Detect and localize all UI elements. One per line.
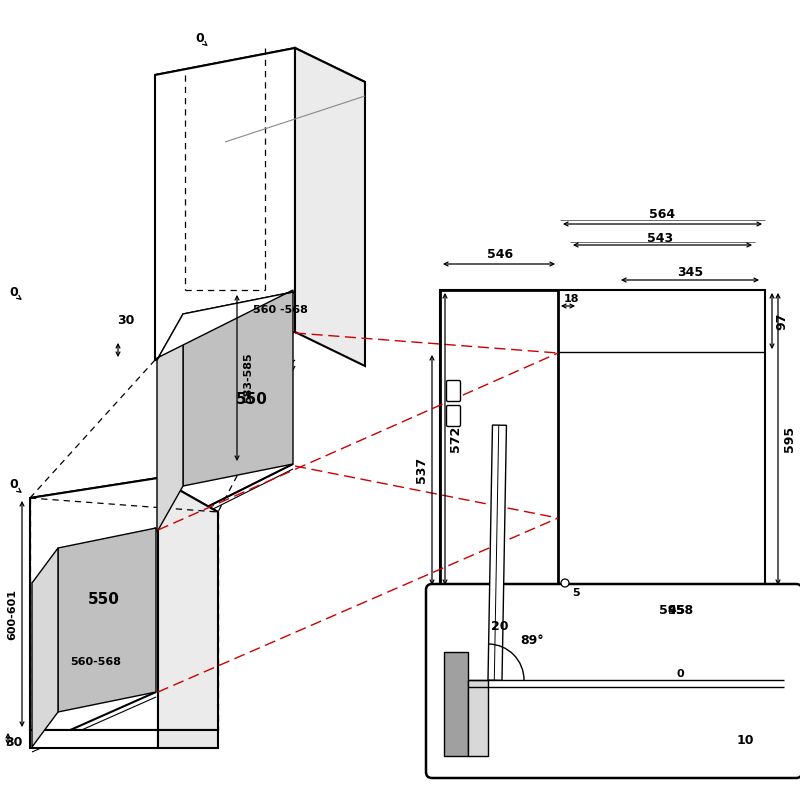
Polygon shape <box>444 652 468 756</box>
Polygon shape <box>30 478 218 512</box>
Polygon shape <box>488 425 506 680</box>
Polygon shape <box>157 290 293 360</box>
Circle shape <box>561 579 569 587</box>
Text: 0: 0 <box>196 31 204 45</box>
Text: 97: 97 <box>775 312 789 330</box>
Text: 546: 546 <box>487 249 513 262</box>
Polygon shape <box>295 48 365 366</box>
Text: 550: 550 <box>88 593 120 607</box>
Text: 564: 564 <box>649 207 675 221</box>
Polygon shape <box>158 730 218 748</box>
Polygon shape <box>58 528 156 712</box>
Polygon shape <box>468 680 488 756</box>
Polygon shape <box>155 48 295 360</box>
Polygon shape <box>440 290 765 588</box>
Text: 543: 543 <box>647 231 673 245</box>
Polygon shape <box>30 730 158 748</box>
Text: 0: 0 <box>676 669 684 679</box>
Text: 345: 345 <box>677 266 703 279</box>
Text: 0: 0 <box>10 286 18 298</box>
Text: 550: 550 <box>236 393 268 407</box>
Polygon shape <box>440 290 558 588</box>
Text: 537: 537 <box>415 457 429 483</box>
Text: 560 -568: 560 -568 <box>253 305 307 315</box>
Text: 595: 595 <box>659 603 685 617</box>
Text: 583-585: 583-585 <box>243 353 253 403</box>
FancyBboxPatch shape <box>446 406 461 426</box>
Text: 0: 0 <box>10 478 18 491</box>
Text: 600-601: 600-601 <box>7 589 17 639</box>
Text: 89°: 89° <box>520 634 544 646</box>
Text: 572: 572 <box>449 426 462 452</box>
Text: 20: 20 <box>491 619 509 633</box>
FancyBboxPatch shape <box>426 584 800 778</box>
Polygon shape <box>32 548 58 747</box>
Text: 5: 5 <box>572 588 580 598</box>
Polygon shape <box>155 48 365 110</box>
Text: 10: 10 <box>736 734 754 746</box>
Text: 30: 30 <box>118 314 134 326</box>
Text: 458: 458 <box>667 603 693 617</box>
Polygon shape <box>157 314 183 532</box>
Text: 30: 30 <box>6 735 22 749</box>
FancyBboxPatch shape <box>446 381 461 402</box>
Text: 595: 595 <box>782 426 795 452</box>
Text: 18: 18 <box>563 294 578 304</box>
Text: 560-568: 560-568 <box>70 657 122 667</box>
Polygon shape <box>30 478 158 730</box>
Polygon shape <box>158 478 218 730</box>
Polygon shape <box>183 292 293 486</box>
